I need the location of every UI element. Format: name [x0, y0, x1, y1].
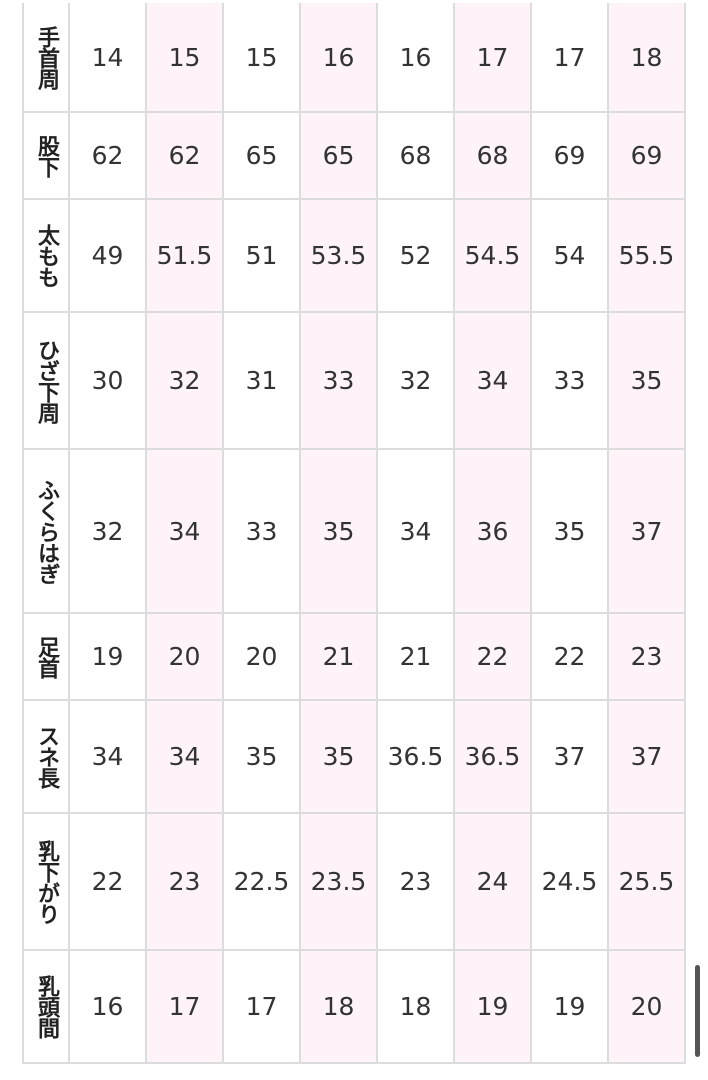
table-cell: 34 [70, 701, 147, 814]
table-cell: 19 [70, 614, 147, 701]
table-cell: 52 [378, 200, 455, 313]
table-cell: 23 [147, 814, 224, 951]
table-cell: 68 [378, 113, 455, 200]
table-cell: 37 [609, 450, 686, 614]
table-cell: 17 [147, 951, 224, 1064]
table-cell: 15 [147, 3, 224, 113]
table-cell: 36.5 [378, 701, 455, 814]
table-cell: 18 [609, 3, 686, 113]
table-cell: 23 [378, 814, 455, 951]
scrollbar[interactable] [695, 965, 700, 1057]
table-cell: 37 [609, 701, 686, 814]
table-cell: 51 [224, 200, 301, 313]
table-cell: 35 [532, 450, 609, 614]
table-cell: 62 [70, 113, 147, 200]
table-cell: 24 [455, 814, 532, 951]
table-cell: 20 [224, 614, 301, 701]
table-cell: 19 [532, 951, 609, 1064]
table-cell: 33 [532, 313, 609, 450]
table-cell: 22 [70, 814, 147, 951]
table-cell: 17 [455, 3, 532, 113]
table-cell: 33 [224, 450, 301, 614]
table-cell: 35 [224, 701, 301, 814]
row-label: ひざ下周 [22, 313, 70, 450]
table-cell: 35 [301, 701, 378, 814]
table-cell: 35 [301, 450, 378, 614]
table-cell: 22 [532, 614, 609, 701]
row-label: スネ長 [22, 701, 70, 814]
table-cell: 34 [147, 450, 224, 614]
table-cell: 54.5 [455, 200, 532, 313]
table-cell: 32 [147, 313, 224, 450]
table-cell: 33 [301, 313, 378, 450]
table-cell: 49 [70, 200, 147, 313]
table-cell: 20 [609, 951, 686, 1064]
table-cell: 20 [147, 614, 224, 701]
table-cell: 34 [147, 701, 224, 814]
table-cell: 34 [378, 450, 455, 614]
table-cell: 69 [609, 113, 686, 200]
table-cell: 21 [301, 614, 378, 701]
table-cell: 16 [301, 3, 378, 113]
row-label: ふくらはぎ [22, 450, 70, 614]
table-cell: 24.5 [532, 814, 609, 951]
table-cell: 34 [455, 313, 532, 450]
table-cell: 31 [224, 313, 301, 450]
table-cell: 17 [532, 3, 609, 113]
table-cell: 16 [70, 951, 147, 1064]
row-label: 乳頭間 [22, 951, 70, 1064]
row-label: 股下 [22, 113, 70, 200]
table-cell: 54 [532, 200, 609, 313]
table-cell: 37 [532, 701, 609, 814]
table-cell: 25.5 [609, 814, 686, 951]
table-cell: 69 [532, 113, 609, 200]
table-cell: 32 [378, 313, 455, 450]
table-cell: 19 [455, 951, 532, 1064]
table-cell: 22 [455, 614, 532, 701]
table-cell: 35 [609, 313, 686, 450]
table-cell: 32 [70, 450, 147, 614]
table-cell: 15 [224, 3, 301, 113]
table-cell: 55.5 [609, 200, 686, 313]
table-cell: 18 [378, 951, 455, 1064]
row-label: 足首 [22, 614, 70, 701]
table-cell: 36 [455, 450, 532, 614]
row-label: 乳下がり [22, 814, 70, 951]
table-cell: 65 [301, 113, 378, 200]
row-label: 手首周 [22, 3, 70, 113]
table-cell: 68 [455, 113, 532, 200]
table-cell: 22.5 [224, 814, 301, 951]
table-cell: 53.5 [301, 200, 378, 313]
table-cell: 62 [147, 113, 224, 200]
table-cell: 65 [224, 113, 301, 200]
table-cell: 51.5 [147, 200, 224, 313]
table-cell: 18 [301, 951, 378, 1064]
table-cell: 30 [70, 313, 147, 450]
table-cell: 17 [224, 951, 301, 1064]
table-cell: 36.5 [455, 701, 532, 814]
row-label: 太もも [22, 200, 70, 313]
table-cell: 21 [378, 614, 455, 701]
table-cell: 23 [609, 614, 686, 701]
table-cell: 14 [70, 3, 147, 113]
table-cell: 16 [378, 3, 455, 113]
table-cell: 23.5 [301, 814, 378, 951]
